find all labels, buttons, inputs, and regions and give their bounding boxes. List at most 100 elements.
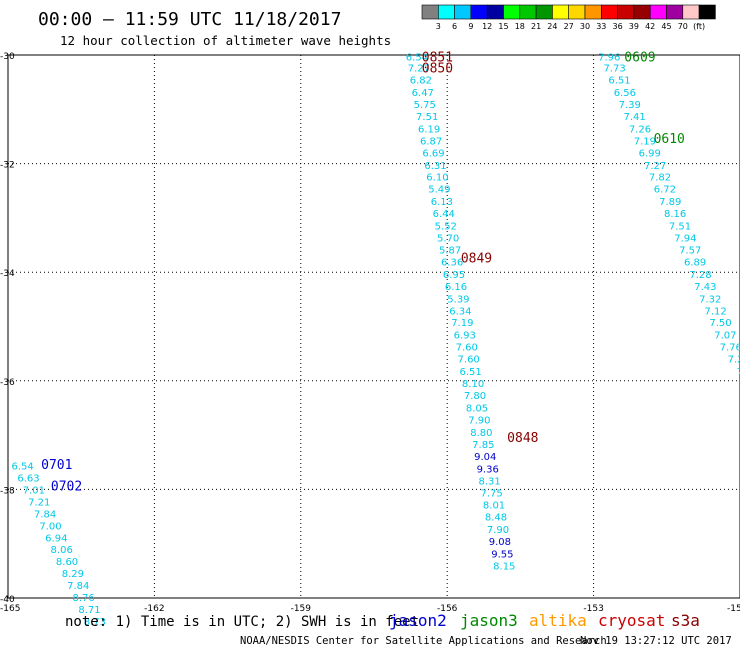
legend-label: 15: [498, 22, 508, 31]
swh-value: 6.82: [410, 76, 432, 87]
map-frame: [7, 54, 740, 599]
y-tick-label: -34: [0, 269, 15, 279]
swh-value: 7.84: [34, 509, 56, 520]
swh-value: 5.87: [439, 245, 461, 256]
swh-value: 6.51: [608, 76, 630, 87]
swh-value: 8.16: [664, 209, 686, 220]
swh-value: 7.43: [694, 282, 716, 293]
swh-value: 6.31: [424, 161, 446, 172]
swh-value: 7.26: [629, 124, 651, 135]
swh-value: 6.54: [12, 462, 34, 473]
legend-label: 42: [645, 22, 655, 31]
swh-value: 7.94: [674, 234, 696, 245]
swh-value: 5.75: [414, 100, 436, 111]
swh-value: 7.07: [714, 331, 736, 342]
legend-swatch: [617, 4, 635, 20]
altimeter-track: 6.546.637.017.217.847.006.948.068.608.29…: [12, 462, 106, 628]
legend-swatch: [519, 4, 537, 20]
swh-value: 5.39: [447, 294, 469, 305]
swh-value: 6.94: [45, 533, 67, 544]
swh-value: 6.63: [17, 474, 39, 485]
swh-value: 6.89: [684, 257, 706, 268]
swh-value: 9.04: [474, 452, 496, 463]
legend-label: 33: [596, 22, 606, 31]
swh-value: 8.01: [483, 501, 505, 512]
swh-value: 5.70: [437, 234, 459, 245]
map-title: 00:00 – 11:59 UTC 11/18/2017: [38, 9, 341, 30]
swh-value: 7.90: [468, 415, 490, 426]
swh-value: 6.69: [422, 148, 444, 159]
swh-value: 7.2: [728, 355, 740, 366]
legend-swatch: [421, 4, 439, 20]
swh-value: 9.36: [477, 464, 499, 475]
pass-time-label: 0610: [654, 132, 685, 147]
swh-value: 7.32: [699, 294, 721, 305]
swh-value: 8.71: [78, 605, 100, 616]
swh-value: 7.89: [659, 197, 681, 208]
x-tick-label: -162: [144, 604, 164, 614]
swh-value: 7.19: [451, 318, 473, 329]
axis-labels: -165 -162 -159 -156 -153 -150 -30 -32 -34 -36 -38 -…: [0, 52, 740, 614]
legend-label: 12: [482, 22, 492, 31]
altimeter-tracks: 6.547.276.826.475.757.516.196.876.696.31…: [12, 53, 740, 628]
satellite-name: altika: [529, 611, 587, 630]
color-legend: 3 6 9 12 15 18 21 24 27 30 33 36 39 42 45 70 (ft): [421, 4, 716, 31]
swh-value: 6.19: [418, 124, 440, 135]
swh-value: 9.55: [491, 550, 513, 561]
map-subtitle: 12 hour collection of altimeter wave hei…: [60, 33, 391, 48]
swh-value: 8.15: [493, 562, 515, 573]
swh-value: 6.99: [639, 148, 661, 159]
swh-value: 6.13: [431, 197, 453, 208]
satellite-name: s3a: [671, 611, 700, 630]
legend-label: 39: [629, 22, 639, 31]
swh-value: 7.90: [487, 525, 509, 536]
swh-value: 7.80: [464, 391, 486, 402]
swh-value: 8.60: [56, 557, 78, 568]
legend-swatch: [600, 4, 618, 20]
legend-label: 21: [531, 22, 541, 31]
y-tick-label: -30: [0, 52, 15, 62]
satellite-name: jason3: [460, 611, 518, 630]
swh-value: 7.39: [619, 100, 641, 111]
swh-value: 7.12: [704, 306, 726, 317]
legend-label: 24: [547, 22, 557, 31]
swh-value: 7.00: [39, 521, 61, 532]
swh-value: 7.27: [408, 64, 430, 75]
legend-swatch: [649, 4, 667, 20]
swh-value: 6.47: [412, 88, 434, 99]
swh-value: 7.85: [472, 440, 494, 451]
swh-value: 6.54: [406, 53, 428, 64]
legend-swatch: [633, 4, 651, 20]
legend-swatch: [584, 4, 602, 20]
legend-swatch: [486, 4, 504, 20]
swh-value: 6.56: [614, 88, 636, 99]
pass-time-label: 0609: [624, 51, 655, 66]
satellite-legend: jason2 jason3 altika cryosat s3a: [389, 611, 700, 630]
swh-value: 7.50: [709, 318, 731, 329]
x-tick-label: -159: [291, 604, 312, 614]
pass-time-label: 0849: [461, 252, 492, 267]
legend-label: 18: [515, 22, 525, 31]
legend-label: 45: [661, 22, 671, 31]
pass-time-label: 0850: [422, 62, 453, 77]
footer-note: note: 1) Time is in UTC; 2) SWH is in fe…: [65, 614, 419, 630]
legend-label: 30: [580, 22, 590, 31]
legend-label: 27: [564, 22, 574, 31]
pass-time-label: 0848: [507, 431, 538, 446]
swh-value: 7.27: [644, 161, 666, 172]
swh-value: 7.76: [720, 343, 740, 354]
swh-value: 6.16: [445, 282, 467, 293]
swh-value: 7.96: [598, 53, 620, 64]
legend-label: 9: [468, 22, 473, 31]
swh-value: 5.52: [435, 222, 457, 233]
swh-value: 7.84: [67, 581, 89, 592]
legend-label: (ft): [693, 22, 705, 31]
pass-time-label: 0702: [51, 480, 82, 495]
swh-value: 6.51: [459, 367, 481, 378]
swh-value: 8.29: [62, 569, 84, 580]
y-tick-label: -38: [0, 486, 15, 496]
swh-value: 6.34: [449, 306, 471, 317]
legend-swatch: [682, 4, 700, 20]
